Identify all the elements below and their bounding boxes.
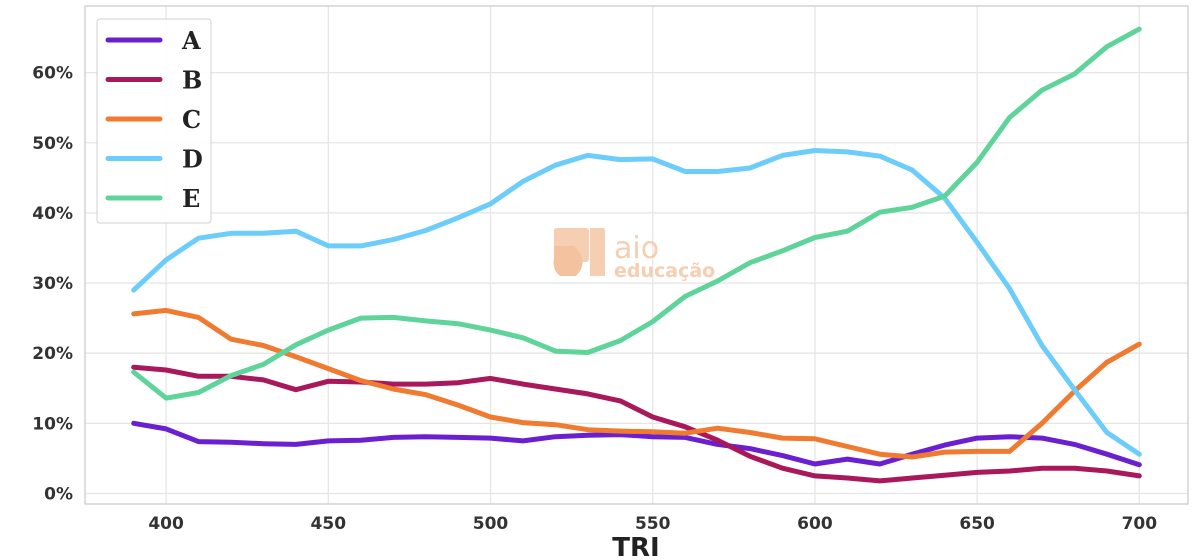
legend-item-d: D xyxy=(105,145,203,174)
x-tick-label: 650 xyxy=(959,514,995,534)
legend-label: D xyxy=(182,145,203,174)
x-axis-label: TRI xyxy=(612,533,659,560)
plot-frame xyxy=(84,5,1189,505)
legend-item-c: C xyxy=(105,105,201,134)
series-line-b xyxy=(131,364,1142,484)
legend-item-e: E xyxy=(105,184,200,213)
x-axis-ticks: 400 450 500 550 600 650 700 xyxy=(148,514,1157,534)
y-tick-label: 20% xyxy=(32,344,73,364)
series-line-e xyxy=(131,26,1142,401)
y-tick-label: 0% xyxy=(44,484,73,504)
legend-item-b: B xyxy=(105,66,202,95)
legend-label: C xyxy=(182,105,201,134)
watermark-brand-name: aio xyxy=(614,231,659,266)
y-axis-ticks: 0% 10% 20% 30% 40% 50% 60% xyxy=(32,64,73,505)
watermark: aio educação xyxy=(553,228,715,282)
y-tick-label: 50% xyxy=(32,134,73,154)
watermark-brand-subtitle: educação xyxy=(614,260,715,282)
series-line-a xyxy=(131,420,1142,468)
series-line-c xyxy=(131,307,1142,460)
x-tick-label: 600 xyxy=(797,514,833,534)
y-tick-label: 60% xyxy=(32,64,73,84)
series-lines xyxy=(131,26,1142,484)
legend-label: E xyxy=(182,184,200,213)
y-tick-label: 30% xyxy=(32,274,73,294)
x-tick-label: 550 xyxy=(635,514,671,534)
y-tick-label: 40% xyxy=(32,204,73,224)
series-line-d xyxy=(131,148,1142,457)
y-tick-label: 10% xyxy=(32,414,73,434)
legend-label: B xyxy=(182,66,202,95)
legend-label: A xyxy=(181,26,201,55)
x-tick-label: 500 xyxy=(473,514,509,534)
x-tick-label: 700 xyxy=(1122,514,1158,534)
x-tick-label: 400 xyxy=(148,514,184,534)
x-tick-label: 450 xyxy=(311,514,347,534)
grid xyxy=(85,6,1188,504)
legend-item-a: A xyxy=(105,26,201,55)
aio-logo-icon xyxy=(553,228,605,276)
